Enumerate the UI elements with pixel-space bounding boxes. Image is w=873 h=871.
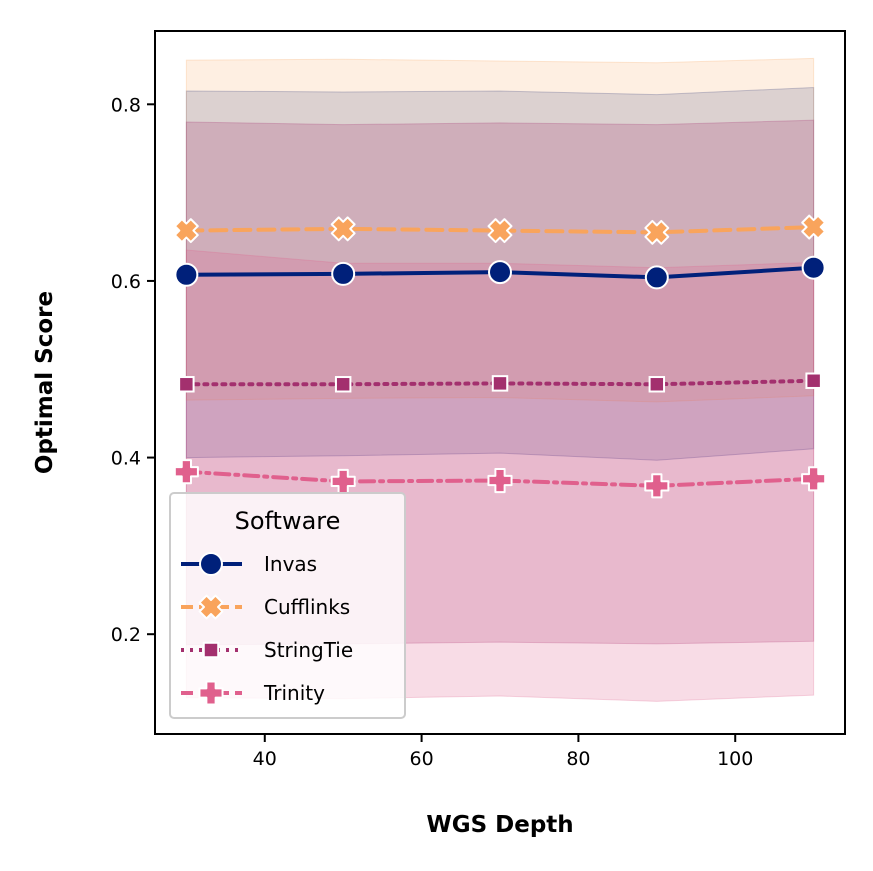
- data-point-cufflinks-110: [801, 214, 827, 240]
- data-point-invas-90: [644, 265, 669, 290]
- legend-label: Cufflinks: [264, 595, 350, 619]
- x-axis-title: WGS Depth: [426, 812, 573, 838]
- x-axis-ticks: 40 60 80 100: [253, 734, 753, 770]
- data-point-invas-50: [331, 261, 356, 286]
- data-point-stringtie-50: [334, 376, 352, 393]
- data-point-trinity-70: [487, 467, 513, 494]
- x-tick-label: 40: [253, 748, 277, 770]
- data-point-trinity-110: [801, 466, 827, 492]
- legend-marker: [198, 680, 224, 706]
- y-tick-label: 0.4: [111, 448, 141, 470]
- legend-marker: [202, 641, 220, 659]
- legend-item-stringtie: StringTie: [181, 638, 353, 662]
- legend: Software Invas Cufflinks StringTie Trinity: [169, 492, 406, 719]
- data-point-stringtie-90: [648, 376, 666, 393]
- series-markers: [173, 214, 827, 499]
- y-tick-label: 0.6: [111, 271, 141, 293]
- data-point-invas-110: [801, 255, 826, 280]
- legend-items: Invas Cufflinks StringTie Trinity: [181, 552, 353, 706]
- legend-marker: [199, 552, 223, 576]
- plot-frame: [154, 30, 846, 735]
- x-tick-label: 60: [409, 748, 433, 770]
- y-tick-label: 0.2: [111, 624, 141, 646]
- x-tick-label: 80: [566, 748, 590, 770]
- legend-marker: [198, 594, 224, 620]
- y-tick-label: 0.8: [111, 94, 141, 116]
- y-axis-ticks: 0.2 0.4 0.6 0.8: [111, 94, 155, 646]
- data-point-invas-70: [488, 260, 512, 285]
- data-point-stringtie-30: [178, 376, 195, 393]
- legend-box: [169, 492, 406, 719]
- data-point-stringtie-110: [805, 372, 822, 389]
- legend-item-cufflinks: Cufflinks: [181, 594, 350, 620]
- data-point-stringtie-70: [491, 375, 509, 392]
- data-point-trinity-90: [644, 473, 670, 499]
- legend-title: Software: [235, 507, 341, 535]
- data-point-cufflinks-90: [644, 219, 670, 245]
- legend-label: Invas: [264, 552, 317, 576]
- y-axis-title: Optimal Score: [32, 291, 58, 474]
- legend-item-invas: Invas: [181, 552, 317, 576]
- legend-item-trinity: Trinity: [181, 680, 325, 706]
- data-point-cufflinks-30: [173, 218, 199, 244]
- data-point-cufflinks-50: [330, 216, 356, 242]
- data-point-trinity-30: [173, 459, 199, 485]
- legend-label: StringTie: [264, 638, 353, 662]
- x-tick-label: 100: [717, 748, 753, 770]
- data-point-invas-30: [174, 262, 199, 287]
- legend-label: Trinity: [263, 681, 325, 705]
- data-point-cufflinks-70: [487, 218, 513, 244]
